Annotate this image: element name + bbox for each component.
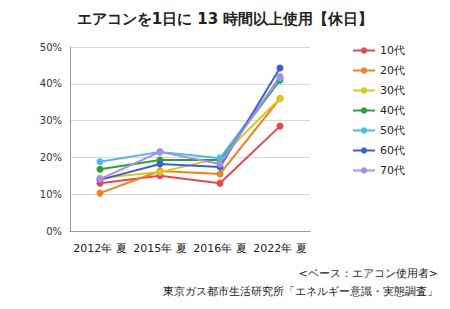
svg-text:20代: 20代	[380, 64, 405, 77]
svg-text:50代: 50代	[380, 124, 405, 137]
svg-text:50%: 50%	[40, 42, 62, 53]
svg-text:20%: 20%	[40, 152, 62, 163]
svg-text:2016年 夏: 2016年 夏	[193, 242, 247, 255]
svg-text:2012年 夏: 2012年 夏	[73, 242, 127, 255]
svg-text:2022年 夏: 2022年 夏	[253, 242, 307, 255]
svg-text:40代: 40代	[380, 104, 405, 117]
svg-text:30代: 30代	[380, 84, 405, 97]
svg-text:40%: 40%	[40, 78, 62, 89]
svg-text:2015年 夏: 2015年 夏	[133, 242, 187, 255]
svg-text:30%: 30%	[40, 115, 62, 126]
svg-text:70代: 70代	[380, 164, 405, 177]
svg-text:東京ガス都市生活研究所「エネルギー意識・実態調査」: 東京ガス都市生活研究所「エネルギー意識・実態調査」	[163, 285, 438, 298]
svg-text:60代: 60代	[380, 144, 405, 157]
svg-text:エアコンを1日に 13 時間以上使用【休日】: エアコンを1日に 13 時間以上使用【休日】	[77, 10, 374, 28]
svg-text:0%: 0%	[46, 226, 62, 237]
svg-text:10代: 10代	[380, 44, 405, 57]
svg-text:<ベース：エアコン使用者>: <ベース：エアコン使用者>	[299, 267, 438, 280]
svg-text:10%: 10%	[40, 189, 62, 200]
